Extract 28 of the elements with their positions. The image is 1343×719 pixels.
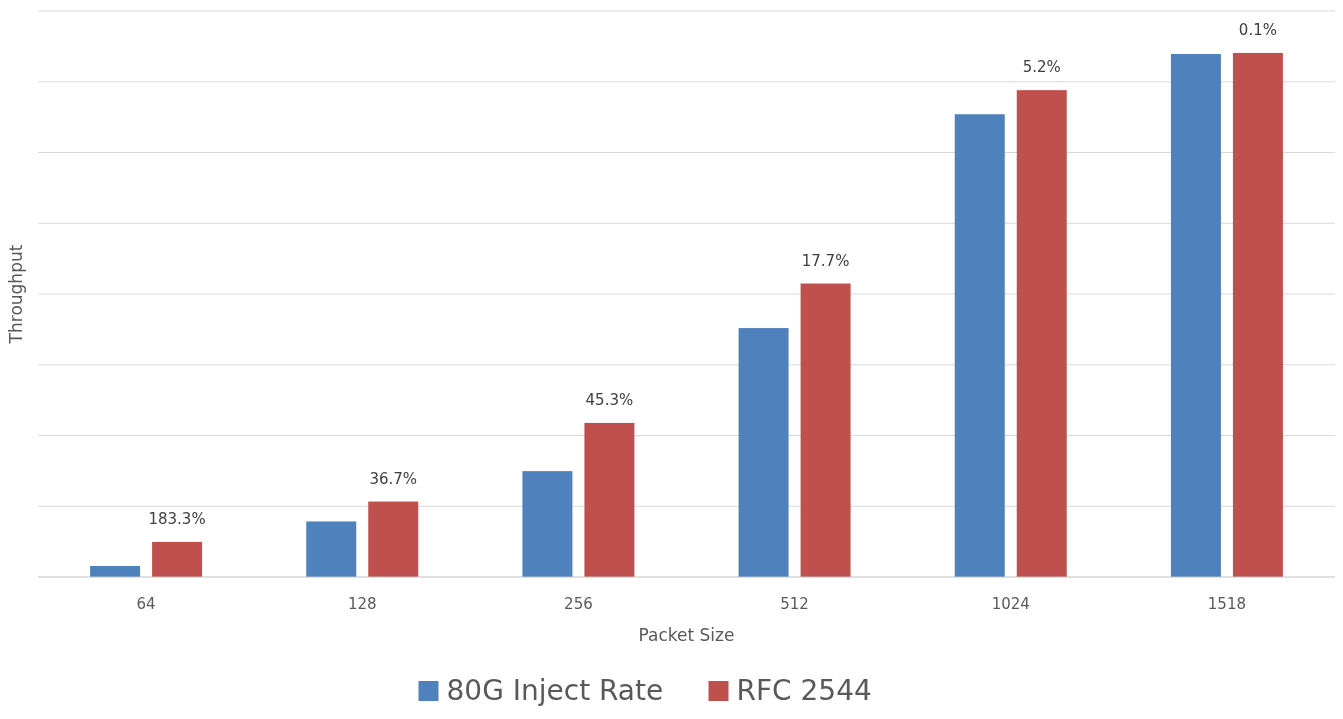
- bar: [1232, 52, 1283, 577]
- annotation: 45.3%: [585, 390, 634, 409]
- bar: [954, 114, 1005, 577]
- bar: [800, 283, 851, 577]
- bar: [1016, 90, 1067, 577]
- x-tick-label: 1518: [1207, 595, 1247, 613]
- bar: [368, 501, 419, 577]
- bar: [584, 422, 635, 577]
- y-axis-title: Throughput: [6, 244, 26, 345]
- x-axis-title: Packet Size: [638, 625, 735, 645]
- bar: [1170, 53, 1221, 577]
- annotation: 5.2%: [1022, 58, 1061, 77]
- annotation: 183.3%: [148, 509, 206, 528]
- x-tick-label: 1024: [991, 595, 1030, 613]
- bar: [90, 565, 141, 577]
- x-tick-label: 128: [347, 595, 377, 613]
- annotation: 17.7%: [801, 251, 850, 270]
- bar: [152, 541, 203, 577]
- bar: [522, 471, 573, 577]
- x-tick-label: 256: [564, 595, 593, 613]
- text: 0.1%: [1238, 20, 1277, 39]
- bar: [306, 521, 357, 577]
- x-tick-label: 64: [136, 595, 156, 613]
- legend-label: 80G Inject Rate: [446, 674, 664, 707]
- annotation: 36.7%: [369, 469, 418, 488]
- x-tick-label: 512: [780, 595, 809, 613]
- legend-label: RFC 2544: [736, 674, 872, 707]
- bar: [738, 328, 789, 577]
